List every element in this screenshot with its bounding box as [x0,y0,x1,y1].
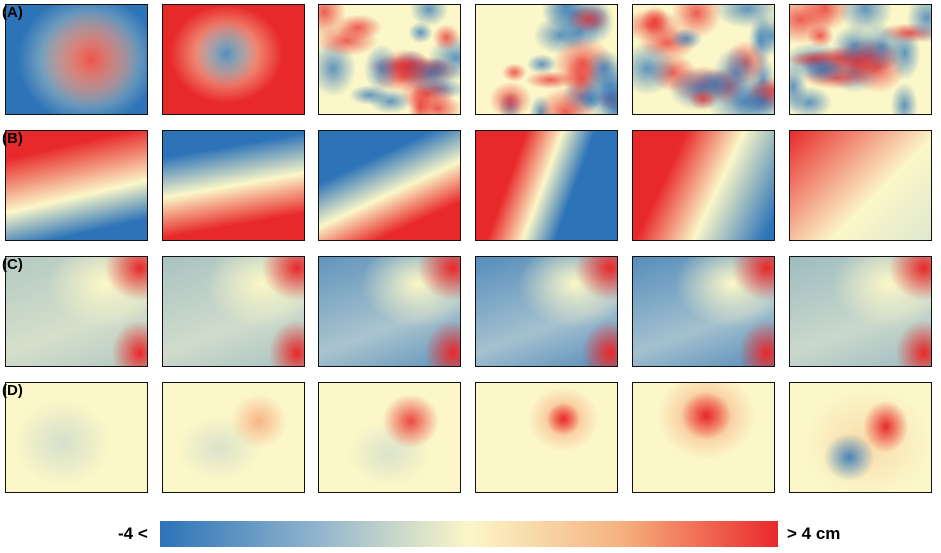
map-panel [475,382,618,493]
map-panel [5,130,148,241]
map-panel [475,130,618,241]
map-panel [162,130,305,241]
map-panel [318,256,461,367]
map-panel [5,256,148,367]
colorbar-max-label: > 4 cm [787,524,841,543]
row-label: (D) [2,382,23,399]
row-label: (B) [2,130,23,147]
map-panel [632,4,775,115]
map-panel [5,4,148,115]
map-panel [5,382,148,493]
map-panel [162,4,305,115]
map-panel [318,130,461,241]
map-panel [632,256,775,367]
map-panel [789,4,932,115]
map-panel [318,382,461,493]
map-panel [475,256,618,367]
map-panel [632,382,775,493]
row-label: (A) [2,4,23,21]
map-panel [318,4,461,115]
map-panel [789,256,932,367]
colorbar-min-label: -4 < [118,524,148,543]
map-panel [162,382,305,493]
map-panel [789,382,932,493]
row-label: (C) [2,256,23,273]
map-panel [632,130,775,241]
map-panel [475,4,618,115]
colorbar [160,521,778,547]
map-panel [789,130,932,241]
map-panel [162,256,305,367]
